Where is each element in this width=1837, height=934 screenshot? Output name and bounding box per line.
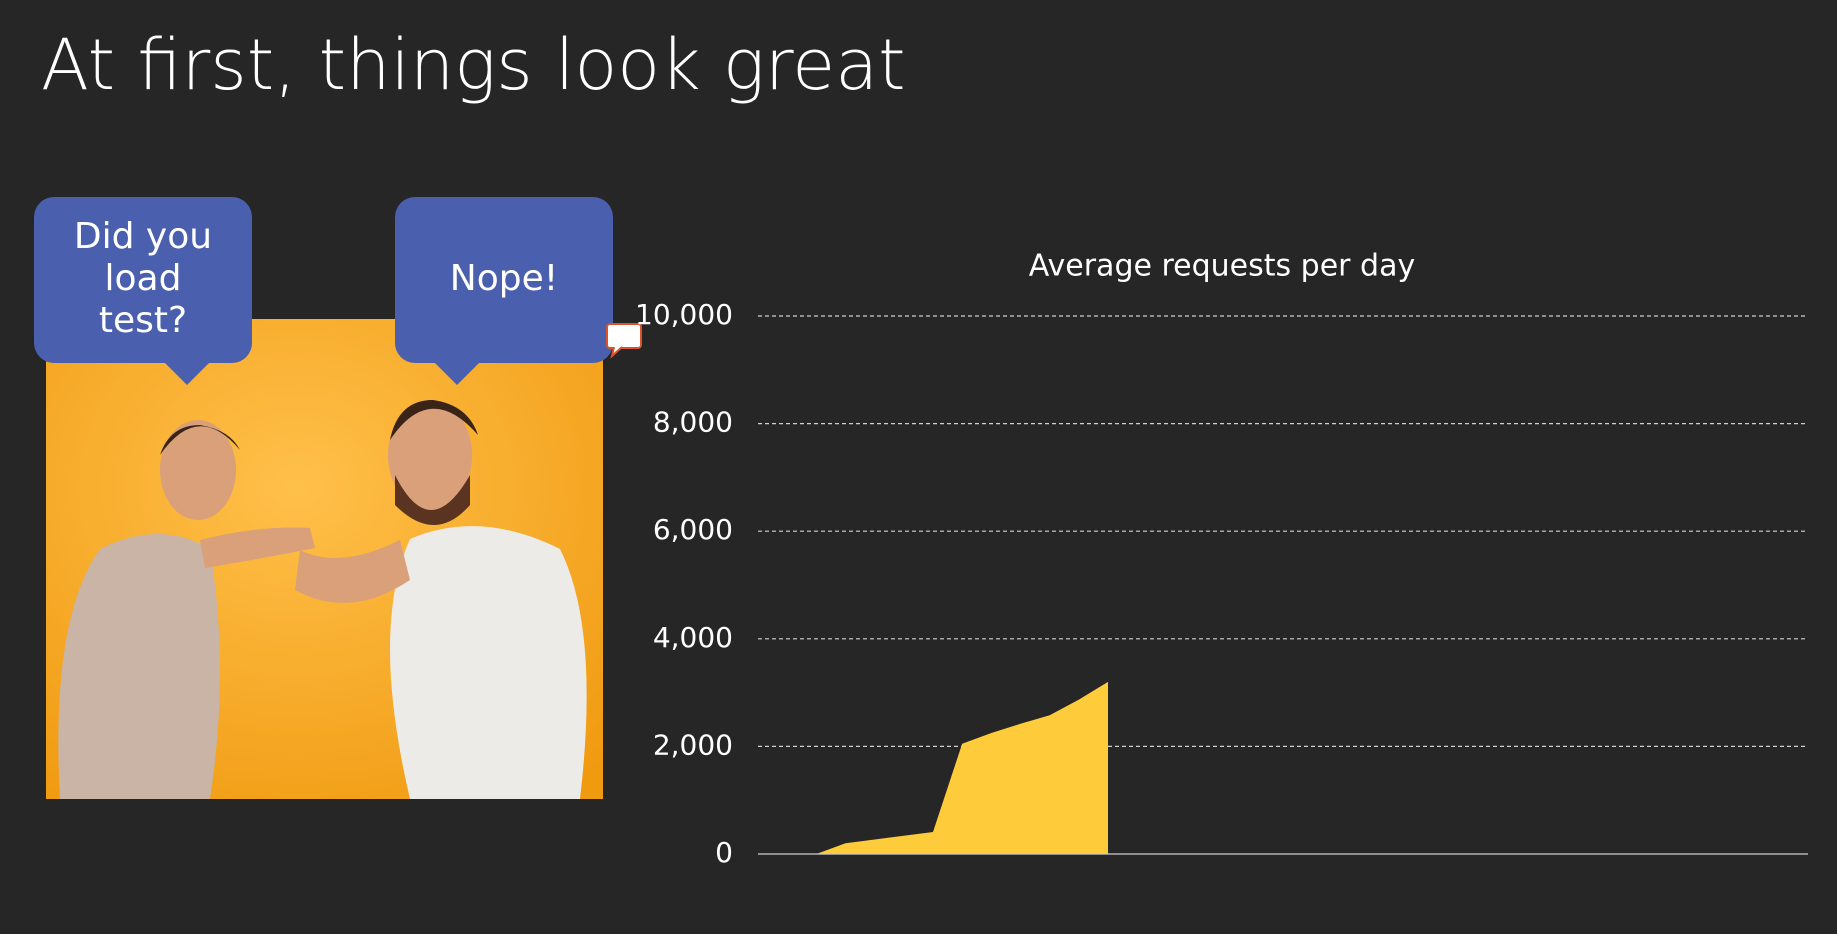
photo <box>46 319 603 799</box>
area <box>758 681 1108 854</box>
y-tick-label: 8,000 <box>653 406 733 439</box>
bubble-line: load <box>105 258 182 299</box>
speech-bubble <box>34 197 252 385</box>
chart: 0 2,000 4,000 6,000 8,000 10,000 <box>635 298 1808 869</box>
y-tick-label: 6,000 <box>653 513 733 546</box>
bubble-line: test? <box>99 300 187 341</box>
speech-bubble <box>395 197 613 385</box>
slide-title: At first, things look great <box>41 24 906 106</box>
y-tick-label: 4,000 <box>653 621 733 654</box>
y-tick-label: 2,000 <box>653 728 733 761</box>
bubble-line: Nope! <box>450 258 558 299</box>
bubble-line: Did you <box>74 216 212 257</box>
comment-icon <box>606 323 642 359</box>
bubble-text: Nope! <box>450 258 558 299</box>
y-tick-label: 0 <box>715 836 733 869</box>
y-tick-label: 10,000 <box>635 298 733 331</box>
chart-title: Average requests per day <box>1029 249 1415 284</box>
